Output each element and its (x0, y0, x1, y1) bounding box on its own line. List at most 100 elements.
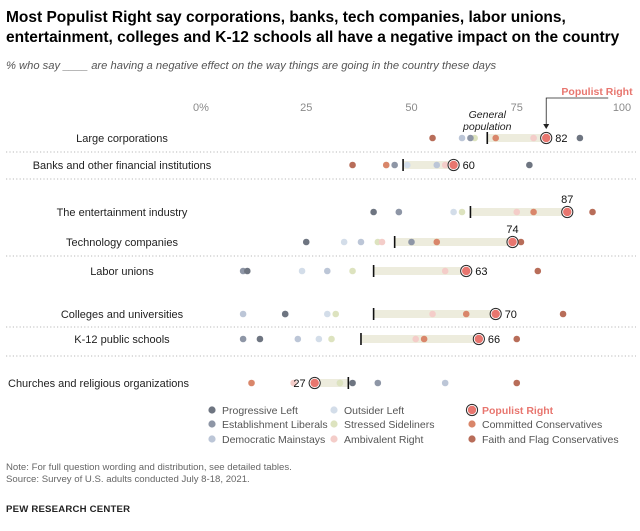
legend-label-democratic-mainstays: Democratic Mainstays (222, 434, 325, 446)
populist-right-value-colleges-and-universities: 70 (505, 309, 517, 321)
x-tick-label: 0% (193, 102, 209, 114)
dot-democratic-mainstays-colleges-and-universities (239, 310, 247, 318)
dot-progressive-left-colleges-and-universities (281, 310, 289, 318)
dot-progressive-left-churches-and-religious-organizations (349, 379, 356, 387)
populist-right-value-the-entertainment-industry: 87 (561, 194, 573, 206)
legend-label-outsider-left: Outsider Left (344, 405, 404, 417)
dot-faith-and-flag-conservatives-technology-companies (517, 238, 525, 246)
x-tick-label: 25 (300, 102, 312, 114)
populist-right-value-banks-and-other-financial-institutions: 60 (463, 160, 475, 172)
legend-marker-committed-conservatives (468, 420, 476, 428)
category-label-banks-and-other-financial-institutions: Banks and other financial institutions (33, 160, 212, 172)
note-text: Note: For full question wording and dist… (6, 462, 292, 473)
dot-stressed-sideliners-labor-unions (349, 267, 356, 275)
populist-right-leader-line (545, 97, 609, 127)
category-label-colleges-and-universities: Colleges and universities (61, 309, 184, 321)
dot-democratic-mainstays-churches-and-religious-organizations (441, 379, 449, 387)
dot-outsider-left-labor-unions (298, 267, 306, 275)
dot-ambivalent-right-large-corporations (530, 134, 537, 142)
dot-stressed-sideliners-colleges-and-universities (332, 310, 340, 318)
range-band-k-12-public-schools (360, 335, 479, 343)
dot-populist-right-churches-and-religious-organizations (310, 378, 319, 388)
range-band-churches-and-religious-organizations (314, 379, 349, 387)
legend-label-stressed-sideliners: Stressed Sideliners (344, 419, 434, 431)
x-tick-label: 50 (405, 102, 417, 114)
dot-stressed-sideliners-k-12-public-schools (328, 335, 335, 343)
dot-progressive-left-the-entertainment-industry (370, 208, 377, 216)
dot-populist-right-technology-companies (508, 237, 517, 247)
dot-establishment-liberals-banks-and-other-financial-institutions (391, 161, 398, 169)
dot-faith-and-flag-conservatives-churches-and-religious-organizations (513, 379, 521, 387)
category-label-technology-companies: Technology companies (66, 237, 178, 249)
dot-faith-and-flag-conservatives-labor-unions (534, 267, 542, 275)
category-label-labor-unions: Labor unions (90, 266, 154, 278)
dot-establishment-liberals-the-entertainment-industry (395, 208, 403, 216)
dot-faith-and-flag-conservatives-banks-and-other-financial-institutions (349, 161, 356, 169)
populist-right-value-labor-unions: 63 (475, 266, 487, 278)
dot-committed-conservatives-k-12-public-schools (420, 335, 428, 343)
dot-ambivalent-right-the-entertainment-industry (513, 208, 521, 216)
range-band-large-corporations (487, 134, 547, 142)
dot-populist-right-colleges-and-universities (491, 309, 500, 319)
legend-marker-faith-and-flag-conservatives (468, 435, 476, 443)
legend-label-ambivalent-right: Ambivalent Right (344, 434, 423, 446)
dot-faith-and-flag-conservatives-k-12-public-schools (513, 335, 521, 343)
general-population-label-line1: General (469, 109, 507, 121)
dot-ambivalent-right-k-12-public-schools (412, 335, 420, 343)
legend-marker-establishment-liberals (208, 420, 216, 428)
dot-committed-conservatives-technology-companies (433, 238, 441, 246)
dot-progressive-left-labor-unions (244, 267, 251, 275)
legend-marker-outsider-left (330, 406, 338, 414)
dot-democratic-mainstays-k-12-public-schools (294, 335, 302, 343)
general-population-label-line2: population (462, 121, 512, 133)
pew-logo-text: PEW RESEARCH CENTER (6, 504, 131, 515)
dot-populist-right-k-12-public-schools (474, 334, 484, 344)
dot-ambivalent-right-technology-companies (378, 238, 386, 246)
dot-outsider-left-the-entertainment-industry (450, 208, 457, 216)
legend-label-faith-and-flag-conservatives: Faith and Flag Conservatives (482, 434, 619, 446)
x-tick-label: 100 (613, 102, 631, 114)
category-label-the-entertainment-industry: The entertainment industry (57, 207, 188, 219)
populist-right-arrow (543, 124, 550, 129)
legend-marker-ambivalent-right (330, 435, 338, 443)
dot-populist-right-labor-unions (462, 266, 471, 276)
dot-ambivalent-right-colleges-and-universities (429, 310, 436, 318)
legend-label-populist-right: Populist Right (482, 405, 554, 417)
dot-outsider-left-k-12-public-schools (315, 335, 323, 343)
category-label-k-12-public-schools: K-12 public schools (74, 334, 170, 346)
populist-right-value-large-corporations: 82 (555, 133, 567, 145)
dot-committed-conservatives-colleges-and-universities (462, 310, 470, 318)
dot-committed-conservatives-churches-and-religious-organizations (248, 379, 255, 387)
range-band-banks-and-other-financial-institutions (403, 161, 454, 169)
chart-subtitle: % who say ____ are having a negative eff… (6, 60, 497, 72)
dot-populist-right-the-entertainment-industry (563, 207, 572, 217)
dot-stressed-sideliners-the-entertainment-industry (458, 208, 466, 216)
dot-progressive-left-banks-and-other-financial-institutions (526, 161, 533, 169)
legend-label-progressive-left: Progressive Left (222, 405, 298, 417)
range-band-labor-unions (373, 267, 467, 275)
populist-right-value-technology-companies: 74 (506, 224, 518, 236)
dot-committed-conservatives-large-corporations (492, 134, 500, 142)
dot-populist-right-banks-and-other-financial-institutions (449, 160, 458, 170)
dot-progressive-left-large-corporations (576, 134, 584, 142)
dot-ambivalent-right-labor-unions (441, 267, 449, 275)
chart-title: Most Populist Right say corporations, ba… (6, 9, 620, 46)
category-label-large-corporations: Large corporations (76, 133, 168, 145)
legend-label-establishment-liberals: Establishment Liberals (222, 419, 328, 431)
dot-establishment-liberals-large-corporations (467, 134, 474, 142)
legend-marker-stressed-sideliners (330, 420, 338, 428)
dot-progressive-left-k-12-public-schools (256, 335, 264, 343)
source-text: Source: Survey of U.S. adults conducted … (6, 474, 250, 485)
dot-faith-and-flag-conservatives-large-corporations (429, 134, 436, 142)
dot-faith-and-flag-conservatives-the-entertainment-industry (589, 208, 596, 216)
dot-committed-conservatives-banks-and-other-financial-institutions (382, 161, 390, 169)
x-tick-label: 75 (511, 102, 523, 114)
legend-marker-progressive-left (208, 406, 216, 414)
dot-establishment-liberals-k-12-public-schools (239, 335, 247, 343)
dot-stressed-sideliners-churches-and-religious-organizations (336, 379, 344, 387)
dot-democratic-mainstays-technology-companies (357, 238, 365, 246)
populist-right-value-churches-and-religious-organizations: 27 (293, 378, 305, 390)
populist-right-value-k-12-public-schools: 66 (488, 334, 500, 346)
dot-progressive-left-technology-companies (302, 238, 310, 246)
